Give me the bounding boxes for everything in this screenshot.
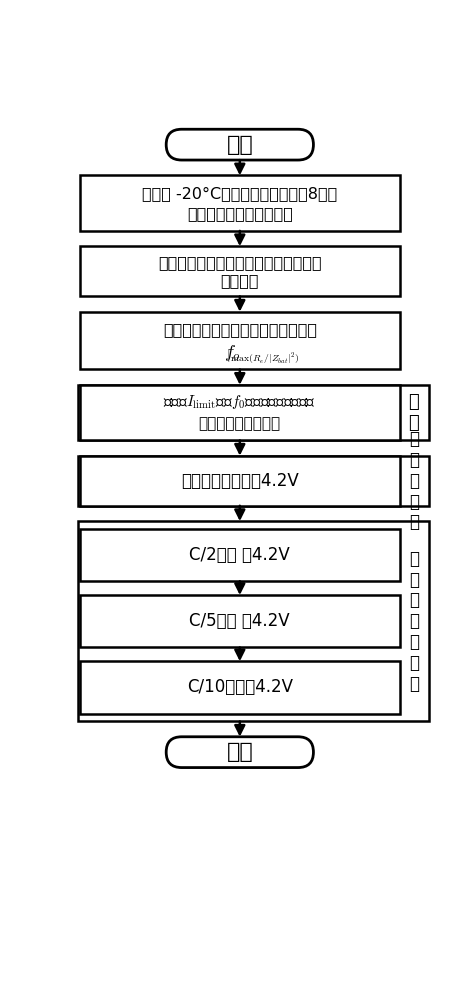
Text: 学阻抗谱: 学阻抗谱 bbox=[220, 273, 258, 288]
Text: 计算最优产热频率点及交流最大幅值: 计算最优产热频率点及交流最大幅值 bbox=[162, 322, 316, 337]
Bar bbox=[79, 661, 399, 714]
Text: C/10充电至4.2V: C/10充电至4.2V bbox=[187, 678, 292, 696]
Text: 预
热: 预 热 bbox=[407, 393, 418, 432]
Bar bbox=[79, 246, 399, 296]
Text: 以上，获得电池开路电压: 以上，获得电池开路电压 bbox=[187, 206, 292, 221]
Text: 三
段
降
电
流
充
电: 三 段 降 电 流 充 电 bbox=[408, 550, 418, 693]
Bar bbox=[79, 312, 399, 369]
Text: C/5充电 至4.2V: C/5充电 至4.2V bbox=[189, 612, 289, 630]
Text: 电池在 -20°C高低温试验箱中静置8小时: 电池在 -20°C高低温试验箱中静置8小时 bbox=[142, 186, 337, 201]
Text: 开始: 开始 bbox=[226, 135, 253, 155]
Text: 以幅值$I_{\rm limit}$频率$f_0$的对称正弦交流加热: 以幅值$I_{\rm limit}$频率$f_0$的对称正弦交流加热 bbox=[163, 393, 316, 411]
Bar bbox=[79, 175, 399, 231]
Bar bbox=[79, 529, 399, 581]
Bar bbox=[79, 385, 399, 440]
Text: 交
直
流
叠
加: 交 直 流 叠 加 bbox=[408, 430, 418, 531]
Bar bbox=[78, 456, 428, 506]
FancyBboxPatch shape bbox=[166, 737, 313, 768]
Text: C/2充电 至4.2V: C/2充电 至4.2V bbox=[189, 546, 289, 564]
Text: 交直流叠加充电至4.2V: 交直流叠加充电至4.2V bbox=[180, 472, 298, 490]
FancyBboxPatch shape bbox=[166, 129, 313, 160]
Text: $f_o$: $f_o$ bbox=[223, 343, 240, 363]
Bar bbox=[78, 385, 428, 440]
Bar bbox=[79, 595, 399, 647]
Bar bbox=[79, 456, 399, 506]
Text: 结束: 结束 bbox=[226, 742, 253, 762]
Text: $|_{\mathrm{max}(R_e/|Z_{bat}|^2)}$: $|_{\mathrm{max}(R_e/|Z_{bat}|^2)}$ bbox=[226, 348, 299, 365]
Bar bbox=[78, 521, 428, 721]
Text: 电化学工作站测量电池初始状态的电化: 电化学工作站测量电池初始状态的电化 bbox=[158, 255, 321, 270]
Text: 电池到预设截止温度: 电池到预设截止温度 bbox=[198, 416, 280, 431]
